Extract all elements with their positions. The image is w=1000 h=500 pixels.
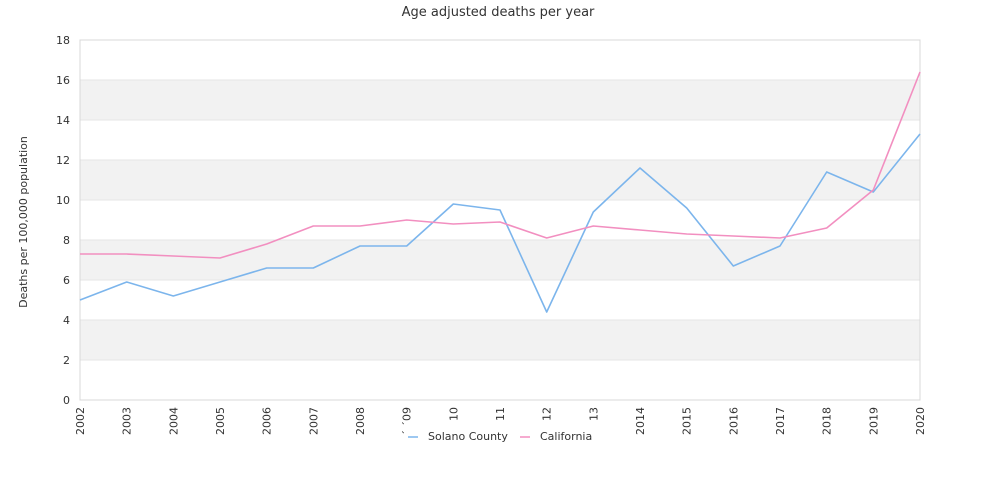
grid-band bbox=[80, 160, 920, 200]
x-tick-label: 2002 bbox=[74, 407, 87, 435]
x-tick-label: 2007 bbox=[307, 407, 320, 435]
x-tick-label: 10 bbox=[447, 407, 460, 421]
y-tick-label: 14 bbox=[56, 114, 70, 127]
x-tick-label: 2020 bbox=[914, 407, 927, 435]
legend-label[interactable]: Solano County bbox=[428, 430, 508, 443]
y-tick-label: 16 bbox=[56, 74, 70, 87]
y-tick-label: 8 bbox=[63, 234, 70, 247]
series-line bbox=[80, 71, 921, 259]
x-tick-label: 2003 bbox=[121, 407, 134, 435]
y-tick-label: 2 bbox=[63, 354, 70, 367]
x-tick-label: 2004 bbox=[167, 407, 180, 435]
x-tick-label: 2008 bbox=[354, 407, 367, 435]
chart-title: Age adjusted deaths per year bbox=[402, 5, 595, 20]
y-axis-label: Deaths per 100,000 population bbox=[17, 136, 30, 308]
x-tick-label: ´ ´09 bbox=[401, 407, 414, 436]
plot-border bbox=[79, 39, 921, 401]
y-tick-labels: 0 2 4 6 8 10 12 14 16 18 bbox=[56, 34, 70, 407]
series-lines bbox=[79, 71, 921, 313]
y-tick-label: 10 bbox=[56, 194, 70, 207]
x-tick-label: 2006 bbox=[261, 407, 274, 435]
x-tick-label: 2018 bbox=[821, 407, 834, 435]
y-tick-label: 0 bbox=[63, 394, 70, 407]
x-tick-label: 2016 bbox=[727, 407, 740, 435]
y-tick-label: 6 bbox=[63, 274, 70, 287]
legend-label[interactable]: California bbox=[540, 430, 592, 443]
x-tick-label: 2019 bbox=[867, 407, 880, 435]
x-tick-label: 2005 bbox=[214, 407, 227, 435]
series-line bbox=[79, 133, 921, 313]
y-tick-label: 12 bbox=[56, 154, 70, 167]
grid-band bbox=[80, 320, 920, 360]
grid-band bbox=[80, 80, 920, 120]
x-tick-label: 13 bbox=[587, 407, 600, 421]
y-tick-label: 18 bbox=[56, 34, 70, 47]
grid-band bbox=[80, 240, 920, 280]
x-tick-label: 2017 bbox=[774, 407, 787, 435]
x-tick-label: 2015 bbox=[681, 407, 694, 435]
x-tick-label: 12 bbox=[541, 407, 554, 421]
legend: Solano County California bbox=[408, 430, 592, 443]
x-tick-labels: 2002 2003 2004 2005 2006 2007 2008 ´ ´09 10 11 12 1… bbox=[74, 407, 927, 436]
x-tick-label: 2014 bbox=[634, 407, 647, 435]
x-tick-label: 11 bbox=[494, 407, 507, 421]
y-tick-label: 4 bbox=[63, 314, 70, 327]
